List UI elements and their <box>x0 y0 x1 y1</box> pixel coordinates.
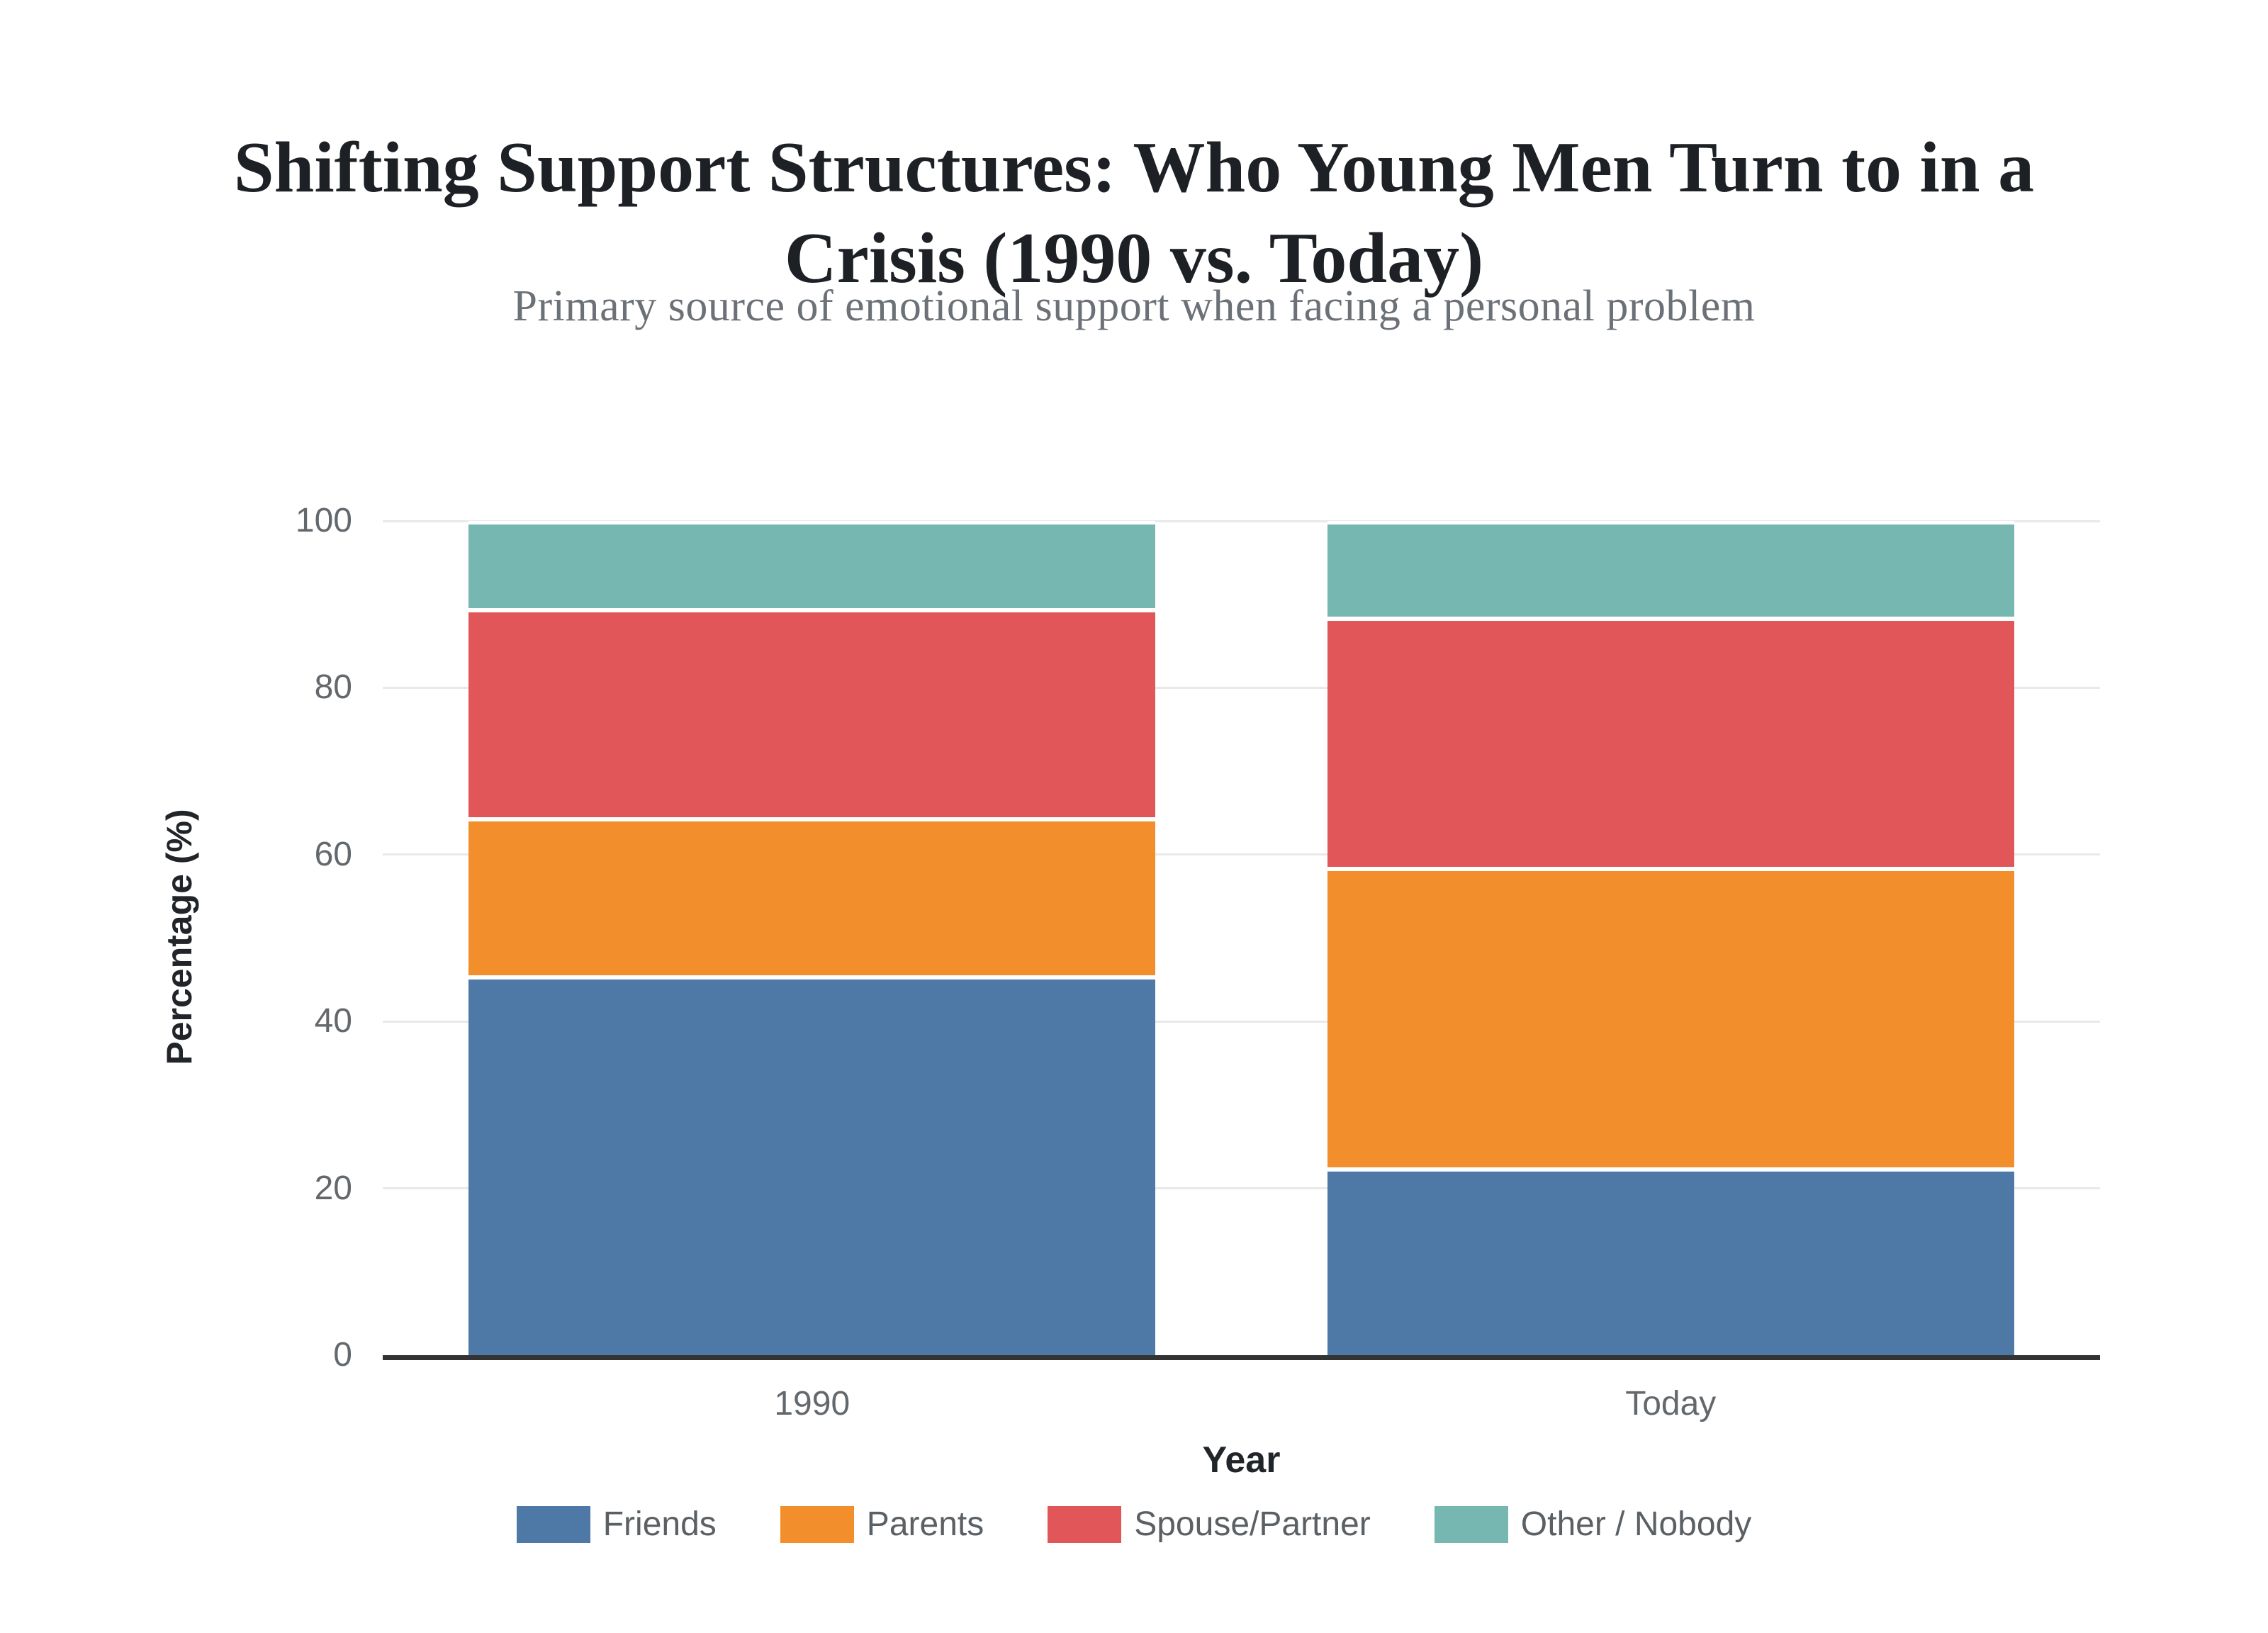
bar-today <box>1327 521 2014 1355</box>
bar-segment-today-friends <box>1327 1172 2014 1355</box>
legend-label: Other / Nobody <box>1520 1505 1752 1543</box>
y-tick-label-80: 80 <box>314 668 352 707</box>
y-tick-label-40: 40 <box>314 1002 352 1040</box>
y-tick-label-20: 20 <box>314 1169 352 1207</box>
bar-segment-1990-spouse-partner <box>468 612 1156 821</box>
y-tick-label-100: 100 <box>295 502 352 539</box>
chart-title-line-2: Crisis (1990 vs. Today) <box>784 218 1484 299</box>
gridline-80 <box>383 686 2100 689</box>
x-tick-label-1990: 1990 <box>774 1385 850 1422</box>
legend-swatch-friends <box>516 1506 590 1543</box>
x-tick-label-today: Today <box>1625 1385 1717 1422</box>
gridline-40 <box>383 1020 2100 1023</box>
gridline-20 <box>383 1187 2100 1190</box>
gridline-60 <box>383 853 2100 856</box>
legend-label: Friends <box>602 1505 717 1543</box>
bar-segment-today-spouse-partner <box>1327 621 2014 872</box>
bar-segment-1990-other-nobody <box>468 521 1156 613</box>
legend-swatch-spouse-partner <box>1048 1506 1122 1543</box>
bar-segment-today-parents <box>1327 871 2014 1172</box>
legend: Friends Parents Spouse/Partner Other / Nobo… <box>0 1504 2268 1545</box>
legend-swatch-parents <box>780 1506 854 1543</box>
legend-item-parents: Parents <box>780 1504 984 1545</box>
legend-label: Spouse/Partner <box>1134 1505 1371 1543</box>
y-tick-label-60: 60 <box>314 835 352 873</box>
legend-item-spouse-partner: Spouse/Partner <box>1048 1504 1371 1545</box>
bar-segment-1990-friends <box>468 980 1156 1355</box>
legend-label: Parents <box>866 1505 984 1543</box>
x-axis-title: Year <box>1202 1440 1281 1481</box>
legend-item-friends: Friends <box>516 1504 717 1545</box>
legend-item-other-nobody: Other / Nobody <box>1434 1504 1752 1545</box>
bar-1990 <box>468 521 1156 1355</box>
legend-swatch-other-nobody <box>1434 1506 1508 1543</box>
chart-title: Shifting Support Structures: Who Young M… <box>0 123 2268 304</box>
bar-segment-1990-parents <box>468 821 1156 980</box>
plot-area <box>383 520 2100 1360</box>
y-tick-label-0: 0 <box>333 1336 352 1374</box>
chart-subtitle: Primary source of emotional support when… <box>512 282 1756 330</box>
bar-segment-today-other-nobody <box>1327 521 2014 622</box>
chart-title-line-1: Shifting Support Structures: Who Young M… <box>233 128 2035 208</box>
gridline-100 <box>383 520 2100 522</box>
